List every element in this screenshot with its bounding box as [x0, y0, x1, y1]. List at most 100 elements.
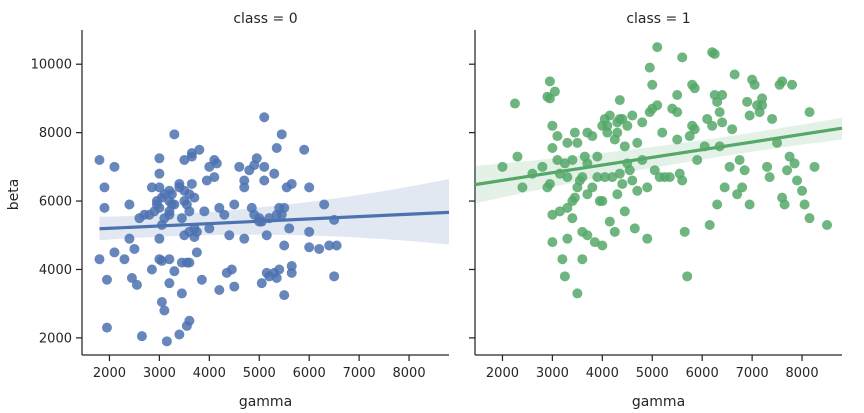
scatter-point: [737, 182, 748, 193]
x-tick-label: 7000: [343, 366, 376, 381]
scatter-point: [744, 199, 755, 210]
scatter-point: [319, 199, 330, 210]
scatter-point: [154, 182, 165, 193]
scatter-point: [191, 247, 202, 258]
scatter-point: [609, 226, 620, 237]
scatter-point: [279, 202, 290, 213]
scatter-point: [201, 175, 212, 186]
scatter-point: [271, 273, 282, 284]
scatter-point: [632, 137, 643, 148]
scatter-point: [124, 233, 135, 244]
scatter-point: [557, 254, 568, 265]
scatter-point: [742, 96, 753, 107]
scatter-point: [652, 42, 663, 53]
scatter-point: [512, 151, 523, 162]
scatter-point: [652, 100, 663, 111]
scatter-point: [261, 230, 272, 241]
scatter-point: [204, 161, 215, 172]
x-axis-label: gamma: [632, 394, 685, 410]
scatter-point: [804, 213, 815, 224]
scatter-point: [682, 271, 693, 282]
scatter-point: [562, 172, 573, 183]
scatter-point: [569, 192, 580, 203]
scatter-point: [729, 69, 740, 80]
scatter-point: [569, 127, 580, 138]
scatter-point: [719, 182, 730, 193]
regression-line: [99, 210, 450, 231]
scatter-point: [792, 175, 803, 186]
scatter-point: [797, 185, 808, 196]
scatter-point: [612, 189, 623, 200]
scatter-point: [679, 226, 690, 237]
scatter-point: [239, 233, 250, 244]
scatter-point: [672, 134, 683, 145]
scatter-point: [589, 237, 600, 248]
scatter-point: [592, 151, 603, 162]
scatter-point: [299, 144, 310, 155]
scatter-point: [251, 153, 262, 164]
scatter-point: [286, 267, 297, 278]
scatter-point: [101, 322, 112, 333]
scatter-point: [234, 161, 245, 172]
scatter-point: [672, 90, 683, 100]
scatter-point: [702, 113, 713, 124]
x-tick-label: 5000: [243, 366, 276, 381]
scatter-point: [809, 161, 820, 172]
scatter-point: [677, 52, 688, 63]
scatter-point: [191, 226, 202, 237]
scatter-point: [724, 161, 735, 172]
scatter-point: [131, 279, 142, 290]
scatter-point: [644, 62, 655, 73]
scatter-point: [547, 143, 558, 154]
scatter-point: [577, 254, 588, 265]
scatter-point: [649, 165, 660, 176]
scatter-point: [169, 199, 180, 210]
scatter-point: [607, 172, 618, 183]
scatter-point: [619, 206, 630, 217]
scatter-point: [211, 158, 222, 169]
scatter-point: [577, 172, 588, 183]
scatter-point: [154, 202, 165, 213]
scatter-point: [624, 165, 635, 176]
scatter-point: [239, 182, 250, 193]
scatter-point: [99, 182, 110, 193]
x-tick-label: 3000: [143, 366, 176, 381]
scatter-point: [779, 199, 790, 210]
scatter-point: [196, 274, 207, 285]
regression-line: [474, 126, 843, 187]
panel-title: class = 0: [233, 11, 297, 27]
scatter-point: [169, 129, 180, 140]
scatter-point: [259, 161, 270, 172]
scatter-point: [709, 48, 720, 59]
x-tick-label: 8000: [786, 366, 819, 381]
scatter-point: [597, 196, 608, 207]
scatter-point: [552, 155, 563, 165]
scatter-point: [304, 182, 315, 193]
scatter-point: [804, 107, 815, 118]
scatter-point: [629, 223, 640, 234]
scatter-point: [647, 79, 658, 90]
scatter-point: [124, 199, 135, 210]
scatter-point: [562, 137, 573, 148]
scatter-point: [186, 151, 197, 162]
scatter-point: [604, 216, 615, 227]
scatter-point: [732, 189, 743, 200]
scatter-point: [717, 117, 728, 128]
scatter-point: [567, 155, 578, 165]
scatter-point: [547, 120, 558, 131]
scatter-point: [164, 278, 175, 289]
scatter-point: [136, 331, 147, 342]
scatter-point: [544, 93, 555, 104]
scatter-point: [559, 271, 570, 282]
x-tick-label: 4000: [193, 366, 226, 381]
scatter-point: [782, 165, 793, 176]
x-tick-label: 3000: [536, 366, 569, 381]
scatter-point: [186, 178, 197, 189]
scatter-point: [239, 175, 250, 186]
scatter-point: [632, 185, 643, 196]
scatter-point: [572, 137, 583, 148]
scatter-point: [331, 240, 342, 251]
x-tick-label: 5000: [636, 366, 669, 381]
scatter-point: [199, 206, 210, 217]
